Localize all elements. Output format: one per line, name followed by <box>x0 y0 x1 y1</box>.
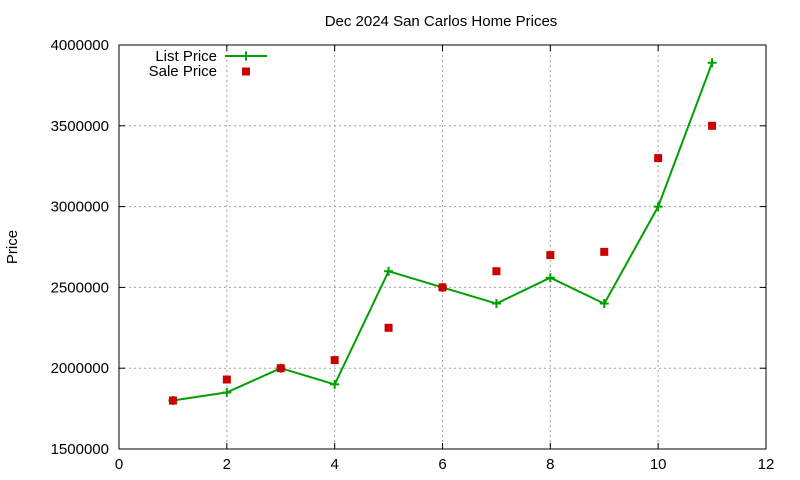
x-tick-label: 10 <box>650 456 667 473</box>
list-price-point <box>599 299 609 309</box>
sale-price-point <box>438 283 447 292</box>
list-price-point <box>384 266 394 276</box>
list-price-point <box>330 379 340 389</box>
sale-price-point <box>600 247 609 256</box>
legend-marker-sale-price <box>242 67 250 76</box>
y-tick-label: 2000000 <box>51 360 109 377</box>
x-tick-label: 6 <box>438 456 446 473</box>
legend-marker-list-price <box>241 51 251 61</box>
sale-price-point <box>492 267 501 276</box>
y-axis-label: Price <box>4 230 21 264</box>
sale-price-point <box>222 375 231 384</box>
x-tick-label: 2 <box>223 456 231 473</box>
sale-price-point <box>384 323 393 332</box>
sale-price-point <box>276 364 285 373</box>
x-tick-label: 4 <box>330 456 338 473</box>
y-tick-labels: 1500000 2000000 2500000 3000000 3500000 40000… <box>51 37 109 458</box>
sale-price-point <box>708 121 717 130</box>
y-tick-label: 3500000 <box>51 118 109 135</box>
list-price-point <box>545 273 555 283</box>
y-tick-label: 1500000 <box>51 441 109 458</box>
grid <box>119 45 766 449</box>
data-layer <box>168 58 717 406</box>
list-price-point <box>222 387 232 397</box>
x-tick-label: 0 <box>115 456 123 473</box>
sale-price-point <box>546 251 555 260</box>
list-price-point <box>491 299 501 309</box>
y-tick-label: 3000000 <box>51 199 109 216</box>
sale-price-point <box>330 356 339 365</box>
y-tick-label: 4000000 <box>51 37 109 54</box>
list-price-point <box>653 202 663 212</box>
y-tick-label: 2500000 <box>51 279 109 296</box>
sale-price-point <box>654 154 663 163</box>
list-price-point <box>707 58 717 68</box>
legend-label-list-price: List Price <box>155 48 217 65</box>
axis-ticks <box>118 44 767 450</box>
x-tick-labels: 0 2 4 6 8 10 12 <box>115 456 775 473</box>
x-tick-label: 12 <box>758 456 775 473</box>
sale-price-point <box>168 396 177 405</box>
chart-title: Dec 2024 San Carlos Home Prices <box>325 13 558 30</box>
legend: List Price Sale Price <box>149 48 267 80</box>
x-tick-label: 8 <box>546 456 554 473</box>
legend-label-sale-price: Sale Price <box>149 63 217 80</box>
